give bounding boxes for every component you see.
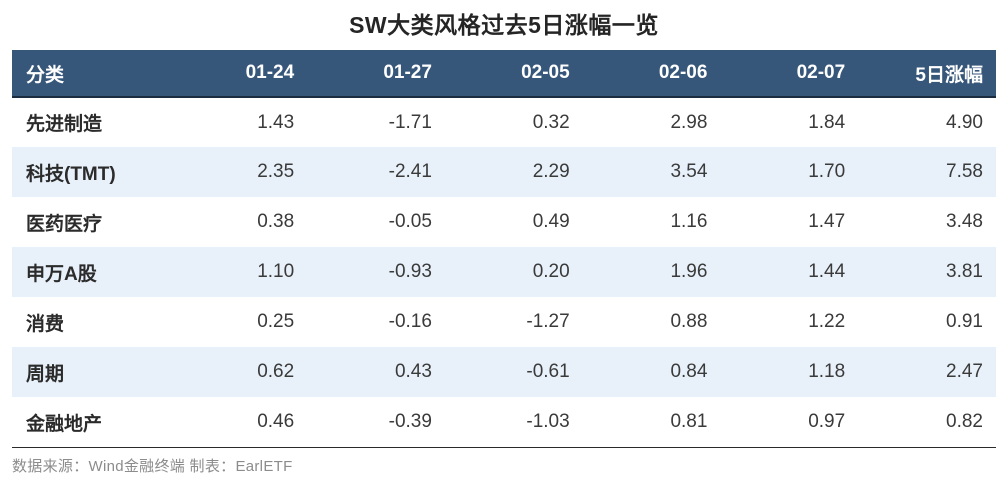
value-cell: 1.96 [670, 261, 708, 282]
value-cell: 1.84 [808, 111, 846, 133]
value-cell: 0.38 [257, 211, 295, 232]
value-cell: 1.10 [257, 261, 295, 282]
value-cell: -1.03 [526, 411, 570, 432]
value-cell: 0.91 [946, 311, 983, 332]
footer: 数据来源：Wind金融终端 制表：EarlETF [12, 447, 996, 476]
value-cell: -2.41 [388, 161, 432, 182]
value-cell: 2.35 [257, 161, 295, 182]
value-cell: 0.82 [946, 411, 983, 432]
value-cell: -1.27 [526, 311, 570, 332]
value-cell: 3.54 [670, 161, 708, 182]
value-cell: 0.46 [257, 411, 295, 432]
category-cell: 先进制造 [26, 114, 103, 135]
value-cell: 1.18 [808, 361, 846, 382]
value-cell: 3.48 [946, 211, 983, 232]
value-cell: 1.22 [808, 311, 846, 332]
value-cell: 0.32 [532, 111, 570, 133]
value-cell: 0.25 [257, 311, 295, 332]
column-header-date-0207: 02-07 [720, 50, 859, 98]
column-header-category: 分类 [12, 50, 170, 98]
value-cell: 0.97 [808, 411, 846, 432]
value-cell: -1.71 [388, 111, 432, 133]
table-row-advanced-manufacturing: 先进制造 1.43 -1.71 0.32 2.98 1.84 4.90 [12, 97, 996, 147]
value-cell: 1.43 [257, 111, 295, 133]
value-cell: 3.81 [946, 261, 983, 282]
value-cell: -0.61 [526, 361, 570, 382]
column-header-date-0206: 02-06 [582, 50, 721, 98]
table-row-tech-tmt: 科技(TMT) 2.35 -2.41 2.29 3.54 1.70 7.58 [12, 147, 996, 197]
value-cell: 7.58 [946, 161, 983, 182]
value-cell: 4.90 [946, 111, 983, 133]
table-container: 分类 01-24 01-27 02-05 02-06 02-07 5日涨幅 先进… [12, 50, 996, 447]
category-cell: 申万A股 [26, 263, 97, 285]
category-cell: 金融地产 [26, 413, 103, 435]
category-cell: 科技(TMT) [26, 163, 116, 185]
value-cell: -0.16 [388, 311, 432, 332]
column-header-5day-change: 5日涨幅 [858, 50, 996, 98]
value-cell: -0.93 [388, 261, 432, 282]
value-cell: 2.29 [532, 161, 570, 182]
value-cell: -0.05 [388, 211, 432, 232]
value-cell: 1.16 [670, 211, 708, 232]
header-row: 分类 01-24 01-27 02-05 02-06 02-07 5日涨幅 [12, 50, 996, 98]
value-cell: -0.39 [388, 411, 432, 432]
table-row-sw-a-share: 申万A股 1.10 -0.93 0.20 1.96 1.44 3.81 [12, 247, 996, 297]
page-title: SW大类风格过去5日涨幅一览 [349, 12, 659, 38]
value-cell: 0.49 [532, 211, 570, 232]
value-cell: 0.88 [670, 311, 708, 332]
value-cell: 1.44 [808, 261, 846, 282]
value-cell: 1.47 [808, 211, 846, 232]
value-cell: 2.98 [670, 111, 708, 133]
table-row-consumer: 消费 0.25 -0.16 -1.27 0.88 1.22 0.91 [12, 297, 996, 347]
value-cell: 1.70 [808, 161, 846, 182]
table-row-cyclical: 周期 0.62 0.43 -0.61 0.84 1.18 2.47 [12, 347, 996, 397]
column-header-date-0205: 02-05 [444, 50, 583, 98]
category-cell: 消费 [26, 313, 65, 335]
value-cell: 0.20 [532, 261, 570, 282]
category-cell: 周期 [26, 363, 65, 385]
value-cell: 0.43 [394, 361, 432, 382]
table-row-pharma-medical: 医药医疗 0.38 -0.05 0.49 1.16 1.47 3.48 [12, 197, 996, 247]
column-header-date-0127: 01-27 [307, 50, 445, 98]
value-cell: 0.81 [670, 411, 708, 432]
value-cell: 0.62 [257, 361, 295, 382]
column-header-date-0124: 01-24 [169, 50, 308, 98]
value-cell: 0.84 [670, 361, 708, 382]
style-performance-table: 分类 01-24 01-27 02-05 02-06 02-07 5日涨幅 先进… [12, 50, 996, 447]
source-note: 数据来源：Wind金融终端 制表：EarlETF [12, 458, 293, 475]
category-cell: 医药医疗 [26, 213, 103, 235]
table-row-finance-realestate: 金融地产 0.46 -0.39 -1.03 0.81 0.97 0.82 [12, 397, 996, 447]
value-cell: 2.47 [946, 361, 983, 382]
